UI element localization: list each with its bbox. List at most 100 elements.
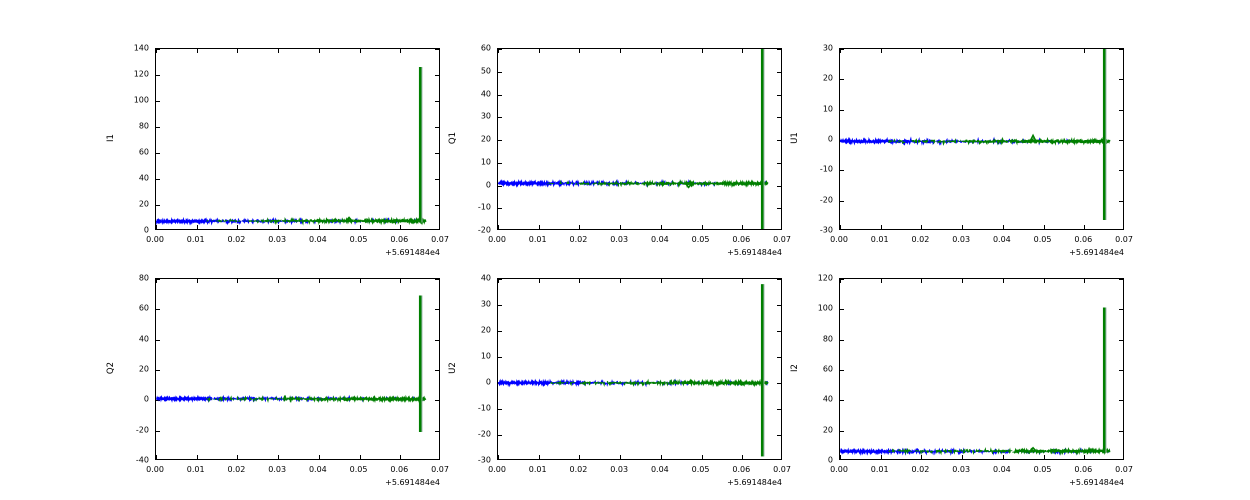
- y-tick-label: -10: [477, 202, 491, 212]
- x-tick-mark: [921, 225, 923, 229]
- y-tick-label: 20: [480, 134, 491, 144]
- x-tick-label: 0.02: [227, 235, 246, 244]
- y-tick-mark-right: [1119, 339, 1123, 341]
- y-tick-mark: [840, 370, 844, 371]
- x-tick-label: 0.01: [528, 235, 547, 244]
- secondary-bump: [685, 183, 693, 189]
- green-trace: [206, 216, 427, 226]
- x-tick-mark-top: [400, 49, 402, 53]
- x-tick-mark-top: [359, 279, 361, 283]
- x-tick-mark-top: [237, 49, 239, 53]
- transient-spike-edge: [421, 67, 423, 223]
- y-tick-mark-right: [1119, 400, 1123, 402]
- x-tick-mark-top: [962, 49, 964, 53]
- x-tick-label: 0.02: [911, 235, 930, 244]
- x-tick-mark: [742, 455, 744, 459]
- transient-spike-edge: [421, 295, 423, 432]
- x-tick-label: 0.02: [569, 465, 588, 474]
- transient-spike: [418, 67, 422, 223]
- y-tick-mark: [498, 409, 502, 410]
- y-tick-label: 30: [480, 111, 491, 121]
- x-tick-label: 0.06: [390, 235, 409, 244]
- y-tick-label: -10: [477, 403, 491, 413]
- y-tick-mark: [156, 309, 160, 311]
- x-tick-label: 0.07: [773, 465, 791, 474]
- y-tick-label: 20: [480, 325, 491, 335]
- y-tick-mark-right: [777, 49, 781, 50]
- x-tick-mark: [742, 225, 744, 229]
- x-tick-label: 0.02: [227, 465, 246, 474]
- x-tick-mark: [701, 225, 703, 229]
- y-tick-mark: [840, 339, 844, 341]
- y-tick-mark-right: [435, 279, 439, 280]
- y-tick-mark-right: [777, 208, 781, 210]
- x-tick-mark-top: [579, 279, 581, 283]
- x-tick-mark: [921, 455, 923, 459]
- x-tick-mark-top: [196, 49, 198, 53]
- y-tick-mark: [498, 357, 502, 358]
- x-tick-label: 0.03: [610, 235, 629, 244]
- x-tick-mark: [1043, 225, 1045, 229]
- x-axis-offset-text: +5.691484e4: [727, 248, 782, 257]
- x-tick-mark: [237, 455, 239, 459]
- x-tick-mark: [880, 225, 882, 229]
- x-tick-label: 0.00: [488, 465, 506, 474]
- x-tick-mark: [579, 455, 581, 459]
- x-tick-mark: [400, 225, 402, 229]
- x-tick-label: 0.00: [830, 465, 848, 474]
- x-tick-mark-top: [880, 279, 882, 283]
- y-tick-mark-right: [435, 75, 439, 76]
- y-tick-mark-right: [435, 127, 439, 128]
- x-tick-mark-top: [660, 279, 662, 283]
- y-tick-label: 0: [485, 180, 491, 189]
- y-tick-label: 0: [827, 455, 833, 465]
- x-tick-mark: [660, 225, 662, 229]
- x-tick-label: 0.04: [308, 235, 327, 244]
- secondary-bump: [345, 216, 353, 222]
- y-tick-label: 120: [817, 273, 833, 283]
- x-tick-mark-top: [1043, 279, 1045, 283]
- transient-spike: [418, 295, 422, 432]
- y-tick-mark-right: [435, 370, 439, 371]
- transient-spike: [760, 284, 764, 457]
- x-tick-mark-top: [840, 49, 841, 53]
- x-tick-mark-top: [156, 49, 157, 53]
- y-tick-label: 120: [133, 69, 149, 79]
- x-tick-label: 0.04: [650, 235, 669, 244]
- y-tick-mark-right: [777, 140, 781, 141]
- y-tick-label: 40: [480, 89, 491, 98]
- y-tick-label: 10: [822, 104, 833, 114]
- y-tick-mark-right: [777, 409, 781, 410]
- x-tick-mark: [880, 455, 882, 459]
- green-trace: [205, 394, 427, 404]
- y-tick-mark-right: [777, 435, 781, 436]
- x-tick-label: 0.00: [830, 235, 848, 244]
- x-tick-mark-top: [742, 279, 744, 283]
- x-tick-label: 0.01: [186, 235, 205, 244]
- x-tick-mark: [400, 455, 402, 459]
- x-tick-mark: [278, 225, 280, 229]
- x-tick-mark-top: [318, 49, 320, 53]
- y-tick-mark: [840, 309, 844, 311]
- y-tick-label: 40: [138, 173, 149, 183]
- plot-area: Q1: [497, 48, 782, 230]
- y-tick-mark: [498, 185, 502, 187]
- x-tick-mark-top: [742, 49, 744, 53]
- y-tick-mark: [840, 279, 844, 280]
- y-tick-mark-right: [777, 117, 781, 119]
- y-tick-mark: [156, 75, 160, 76]
- secondary-bump: [1029, 446, 1037, 452]
- y-tick-label: 10: [480, 351, 491, 361]
- data-traces: [156, 67, 439, 229]
- y-tick-mark-right: [1119, 309, 1123, 311]
- y-tick-label: 20: [822, 73, 833, 83]
- y-tick-mark: [156, 430, 160, 432]
- x-tick-label: 0.00: [488, 235, 506, 244]
- y-tick-label: 30: [822, 43, 833, 53]
- y-tick-mark: [840, 170, 844, 172]
- x-tick-label: 0.01: [186, 465, 205, 474]
- y-tick-mark-right: [435, 309, 439, 311]
- transient-spike-edge: [763, 49, 765, 229]
- x-tick-label: 0.06: [1074, 465, 1093, 474]
